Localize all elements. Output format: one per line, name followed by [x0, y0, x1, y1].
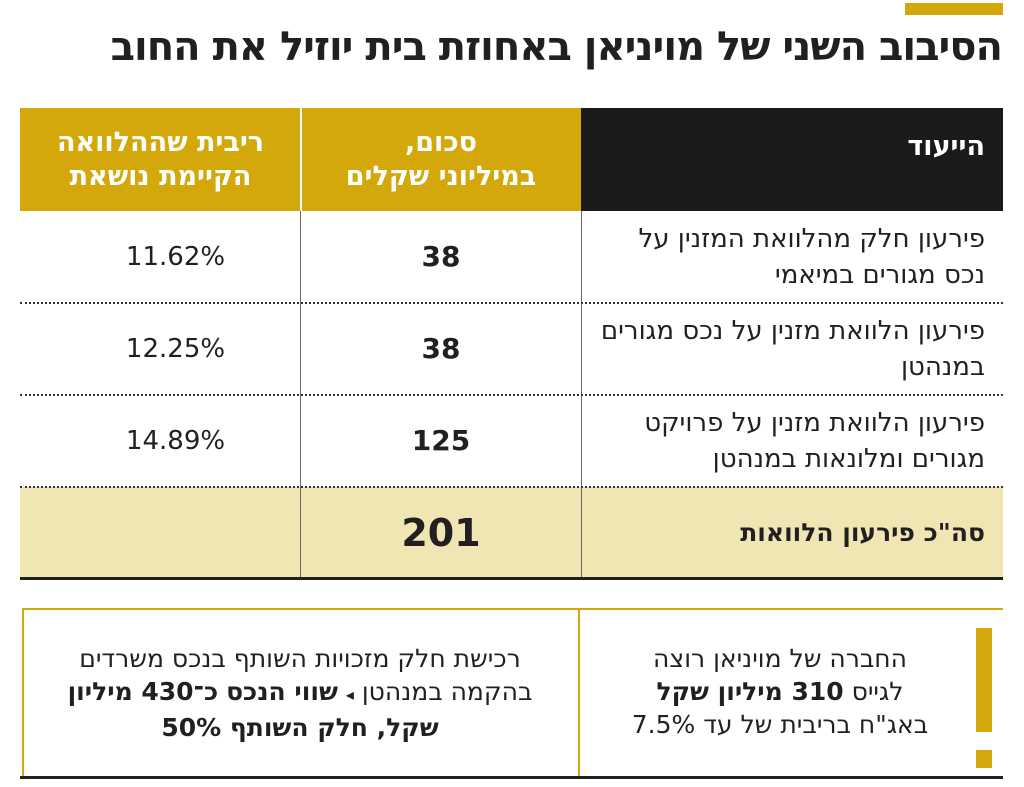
header-bg-purpose: [581, 108, 1003, 211]
header-purpose: הייעוד: [907, 131, 985, 162]
bond-note-line: החברה של מויניאן רוצה: [653, 644, 907, 673]
row-purpose: פירעון חלק מהלוואת המזנין על נכס מגורים …: [638, 224, 985, 290]
bond-note-line: באג"ח בריבית של עד 7.5%: [631, 710, 929, 739]
row-rate: 11.62%: [125, 242, 226, 272]
row-purpose: פירעון הלוואת מזנין על נכס מגורים במנהטן: [600, 316, 985, 382]
header-rate: ריבית שההלוואה הקיימת נושאת: [56, 126, 265, 192]
row-amount: 38: [421, 332, 461, 365]
row-divider: [20, 486, 1003, 488]
row-amount: 38: [421, 240, 461, 273]
row-rate: 14.89%: [125, 426, 226, 456]
notes-box: [22, 608, 1003, 776]
total-amount: 201: [401, 511, 481, 555]
notes-bottom-rule: [20, 776, 1003, 779]
total-row-bg: [20, 487, 1003, 578]
property-value-label: שווי הנכס: [226, 677, 338, 706]
header-divider: [300, 108, 302, 211]
bond-note-text: לגייס: [843, 677, 904, 706]
row-divider: [20, 302, 1003, 304]
partner-note: רכישת חלק מזכויות השותף בנכס משרדים בהקמ…: [40, 642, 560, 744]
row-purpose: פירעון הלוואת מזנין על פרויקט מגורים ומל…: [644, 408, 985, 474]
bond-amount: 310 מיליון שקל: [656, 677, 844, 706]
total-label: סה"כ פירעון הלוואות: [740, 518, 985, 547]
bond-note: החברה של מויניאן רוצה לגייס 310 מיליון ש…: [595, 642, 965, 741]
partner-note-text: רכישת חלק מזכויות השותף בנכס משרדים בהקמ…: [79, 644, 533, 706]
bond-note-line: לגייס 310 מיליון שקל: [595, 675, 965, 708]
header-amount: סכום, במיליוני שקלים: [345, 126, 537, 192]
row-divider: [20, 394, 1003, 396]
arrow-icon: ◂: [345, 685, 354, 704]
row-amount: 125: [411, 424, 471, 457]
row-rate: 12.25%: [125, 334, 226, 364]
page-title: הסיבוב השני של מויניאן באחוזת בית יוזיל …: [110, 24, 1003, 70]
table-bottom-rule: [20, 577, 1003, 580]
title-accent-bar: [905, 3, 1003, 15]
notes-divider: [578, 608, 580, 776]
property-value: כ־430 מיליון שקל, חלק השותף 50%: [67, 677, 439, 742]
